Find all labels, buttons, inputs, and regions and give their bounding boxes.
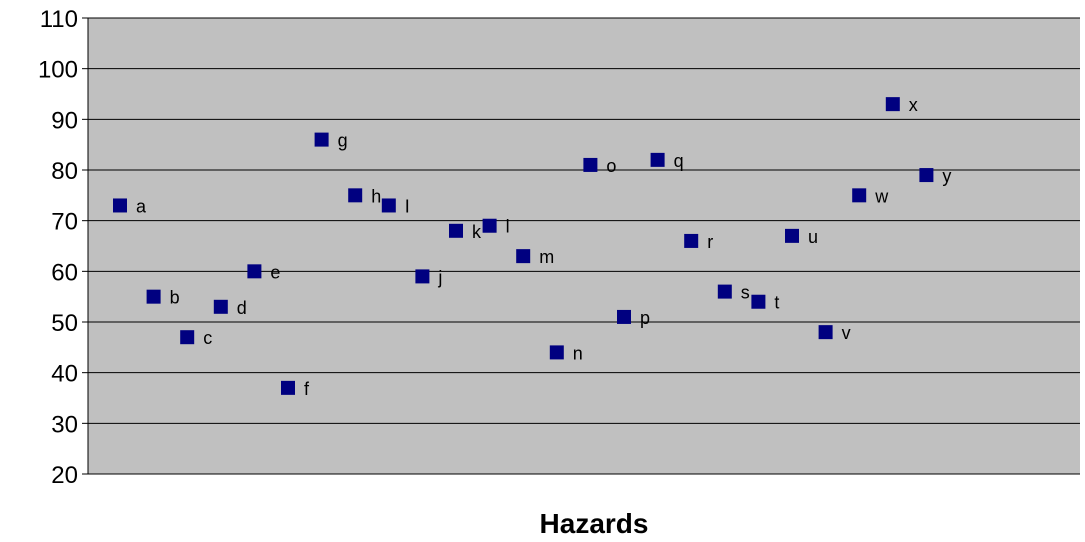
data-point-n xyxy=(549,345,564,360)
data-label-l: l xyxy=(506,217,510,237)
data-points: a b c d e f g h Ij k l m n o p q r s t u v w x y xyxy=(113,95,951,399)
data-label-w: w xyxy=(874,186,889,206)
data-label-e: e xyxy=(270,262,280,282)
plot-area xyxy=(88,18,1080,474)
data-point-v xyxy=(818,325,833,340)
data-label-d: d xyxy=(237,298,247,318)
data-label-f: f xyxy=(304,379,310,399)
data-point-i xyxy=(381,198,396,213)
y-tick-label: 90 xyxy=(51,107,78,134)
data-label-b: b xyxy=(170,288,180,308)
data-point-o xyxy=(583,157,598,172)
data-point-p xyxy=(617,309,631,324)
data-point-g xyxy=(314,132,329,147)
data-point-w xyxy=(852,188,867,203)
data-label-t: t xyxy=(774,293,779,313)
data-point-y xyxy=(919,168,934,183)
data-point-k xyxy=(449,223,463,238)
data-point-a xyxy=(113,198,127,213)
y-tick-label: 60 xyxy=(51,259,78,286)
y-tick-label: 30 xyxy=(51,411,78,438)
data-label-y: y xyxy=(942,166,951,186)
data-point-l xyxy=(482,218,497,233)
data-label-j: j xyxy=(437,267,442,287)
y-tick-label: 50 xyxy=(51,310,78,337)
data-label-u: u xyxy=(808,227,818,247)
data-label-q: q xyxy=(674,151,684,171)
data-point-e xyxy=(247,264,262,279)
data-label-o: o xyxy=(606,156,616,176)
data-label-r: r xyxy=(707,232,713,252)
data-label-p: p xyxy=(640,308,650,328)
data-label-g: g xyxy=(338,131,348,151)
y-tick-label: 100 xyxy=(38,57,78,84)
data-label-x: x xyxy=(909,95,918,115)
data-label-k: k xyxy=(472,222,482,242)
y-axis: 20 30 40 50 60 70 80 90 100 110 xyxy=(38,6,1080,489)
y-tick-label: 70 xyxy=(51,209,78,236)
data-label-a: a xyxy=(136,196,147,216)
data-label-h: h xyxy=(371,186,381,206)
data-point-h xyxy=(348,188,363,203)
data-point-u xyxy=(785,228,799,243)
data-point-j xyxy=(415,269,430,284)
data-point-f xyxy=(281,380,295,395)
data-label-n: n xyxy=(573,343,583,363)
data-point-x xyxy=(885,97,900,112)
data-point-q xyxy=(650,152,665,167)
data-label-s: s xyxy=(741,283,750,303)
data-point-m xyxy=(516,249,531,264)
data-point-d xyxy=(213,299,228,314)
y-tick-label: 80 xyxy=(51,158,78,185)
y-tick-label: 40 xyxy=(51,361,78,388)
data-label-i: I xyxy=(405,196,410,216)
data-label-v: v xyxy=(842,323,851,343)
data-point-s xyxy=(717,284,732,299)
data-label-c: c xyxy=(203,328,212,348)
data-point-r xyxy=(684,233,699,248)
y-tick-label: 20 xyxy=(51,462,78,489)
data-label-m: m xyxy=(539,247,554,267)
x-axis-title: Hazards xyxy=(540,508,649,539)
data-point-b xyxy=(146,289,161,304)
data-point-t xyxy=(751,294,766,309)
data-point-c xyxy=(180,330,195,345)
y-tick-label: 110 xyxy=(40,6,78,33)
